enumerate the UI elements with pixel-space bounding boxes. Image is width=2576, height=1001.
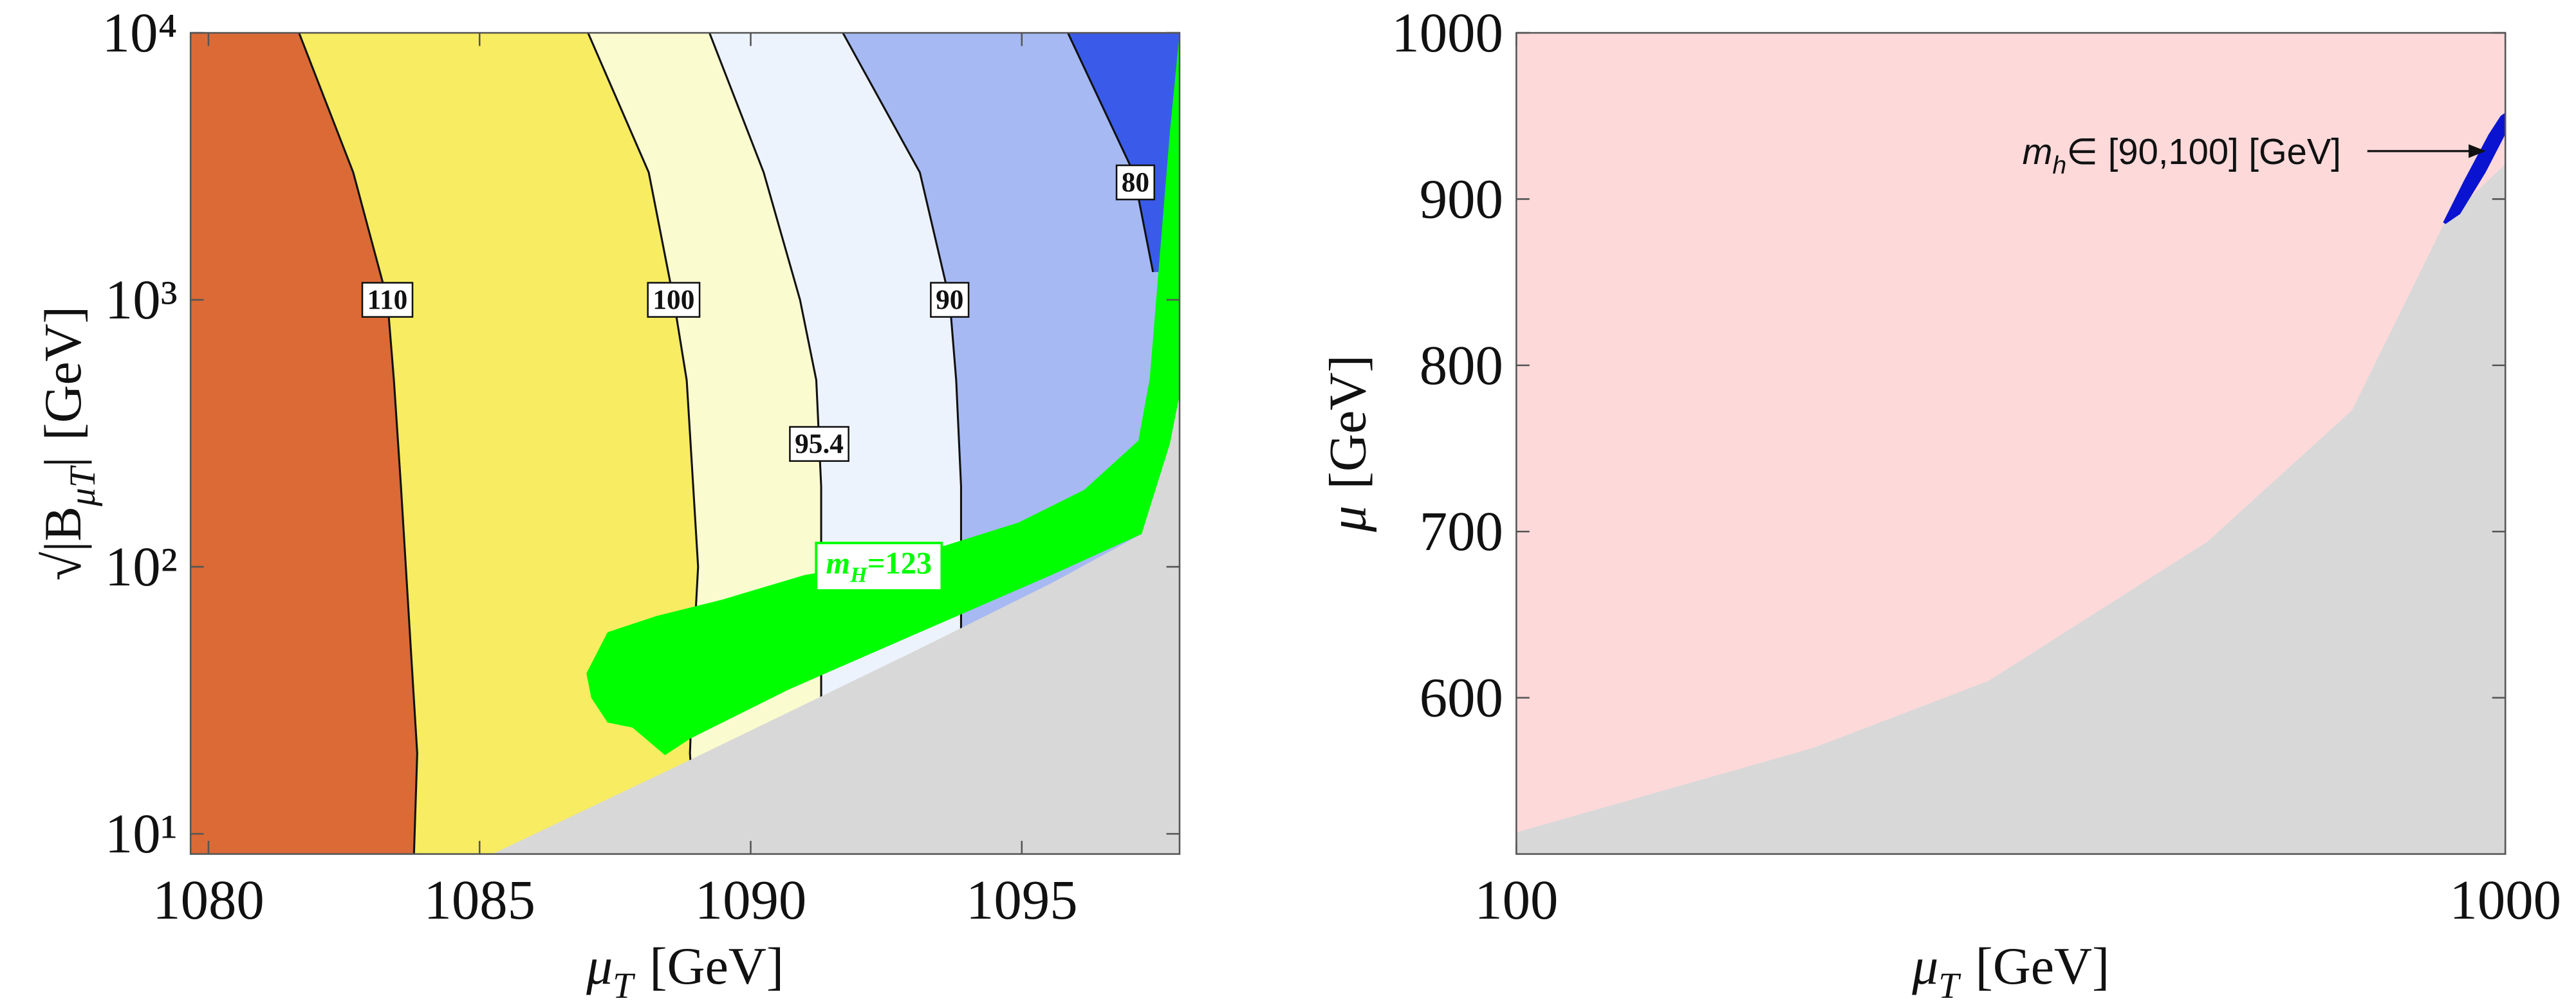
y-tick-label: 1000 [1391,2,1503,64]
label-part: T [613,966,636,1001]
contour-label: 95.4 [795,428,844,459]
label-part: μT [62,464,103,507]
x-tick-label: 100 [1474,869,1558,931]
label-part: h [2052,151,2066,179]
x-axis-label: μT [GeV] [586,937,784,1001]
label-part: [GeV] [649,937,784,995]
contour-label: 110 [367,284,408,315]
highlight-label-box [815,542,943,592]
contour-label: 100 [653,284,694,315]
plot-frame [189,32,1181,855]
y-tick-label: 10³ [105,269,178,331]
label-part: [GeV] [1976,937,2110,995]
label-part: μ [586,937,613,995]
x-tick-label: 1095 [966,869,1078,931]
x-axis-label: μT [GeV] [1911,937,2109,1001]
plot-area [1516,33,2506,854]
x-tick-label: 1090 [695,869,807,931]
label-part: ∈ [90,100] [GeV] [2066,131,2341,171]
label-part: | [33,457,92,467]
y-tick-label: 800 [1420,335,1503,396]
label-part: m [2023,131,2053,171]
annotation: mh∈ [90,100] [GeV] [2023,131,2341,179]
label-part: [GeV] [1318,355,1376,490]
contour-line [298,33,418,854]
contour-region [1068,33,1180,272]
x-tick-label: 1000 [2449,869,2561,931]
contour-label: 90 [936,284,963,315]
contour-label-box [789,426,849,462]
label-part: μ [1911,937,1938,995]
contour-label-box [361,282,414,318]
label-part: H [849,564,868,587]
y-tick-label: 600 [1420,667,1503,729]
y-axis-label: μ [GeV] [1318,355,1376,533]
excluded-region [492,394,1180,854]
y-tick-label: 10⁴ [102,2,178,64]
y-tick-label: 900 [1420,168,1503,230]
label-part: T [1938,966,1961,1001]
plot-area [190,33,1180,854]
y-tick-label: 10² [105,536,178,598]
contour-label-box [1115,164,1156,201]
label-part: μ [1318,506,1376,533]
x-tick-label: 1080 [153,869,264,931]
label-part: m [826,546,851,580]
contour-label-box [647,282,701,318]
label-part: =123 [867,546,932,580]
highlight-region [2443,113,2506,225]
x-tick-label: 1085 [423,869,535,931]
y-axis-label: √|BμT| [GeV] [33,306,104,581]
contour-label: 80 [1122,167,1149,198]
label-part: √|B [33,506,92,581]
y-tick-label: 700 [1420,500,1503,562]
highlight-label: mH=123 [826,546,932,587]
label-part: [GeV] [33,306,92,441]
highlight-region [586,33,1180,755]
plot-frame [1515,32,2507,855]
y-tick-label: 10¹ [105,803,178,865]
contour-label-box [930,282,970,318]
excluded-region [1516,164,2506,854]
